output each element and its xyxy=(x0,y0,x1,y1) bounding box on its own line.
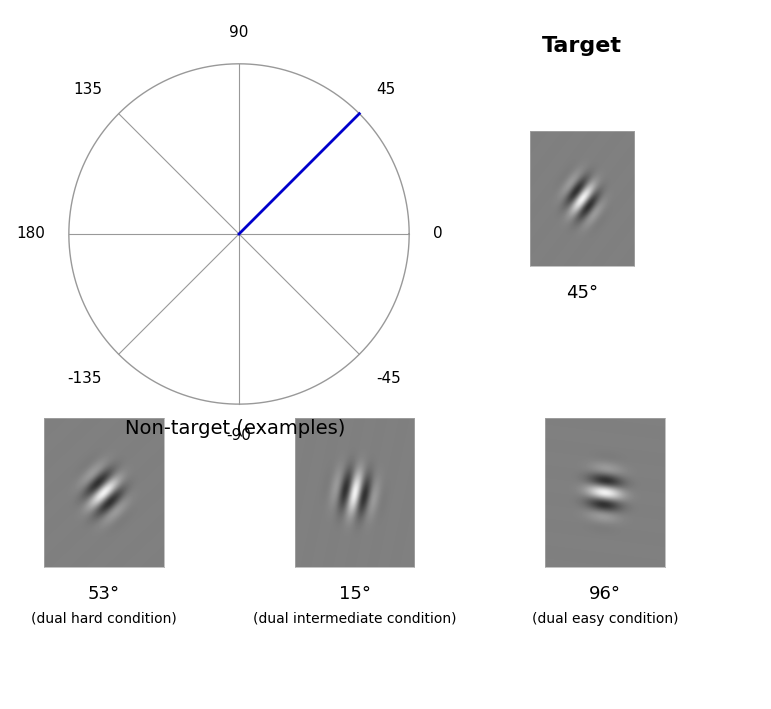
Text: 15°: 15° xyxy=(338,585,371,603)
Text: (dual hard condition): (dual hard condition) xyxy=(31,612,177,626)
Text: (dual intermediate condition): (dual intermediate condition) xyxy=(253,612,456,626)
Text: 180: 180 xyxy=(16,226,45,242)
Text: -90: -90 xyxy=(227,428,251,443)
Text: Non-target (examples): Non-target (examples) xyxy=(125,420,345,438)
Text: -135: -135 xyxy=(67,371,102,386)
Text: Target: Target xyxy=(542,36,622,56)
Text: (dual easy condition): (dual easy condition) xyxy=(532,612,678,626)
Text: 135: 135 xyxy=(72,82,102,97)
Text: 90: 90 xyxy=(229,25,249,40)
Text: 0: 0 xyxy=(433,226,443,242)
Text: -45: -45 xyxy=(376,371,401,386)
Text: 45: 45 xyxy=(376,82,396,97)
Text: 96°: 96° xyxy=(589,585,621,603)
Text: 45°: 45° xyxy=(566,284,598,301)
Text: 53°: 53° xyxy=(88,585,120,603)
